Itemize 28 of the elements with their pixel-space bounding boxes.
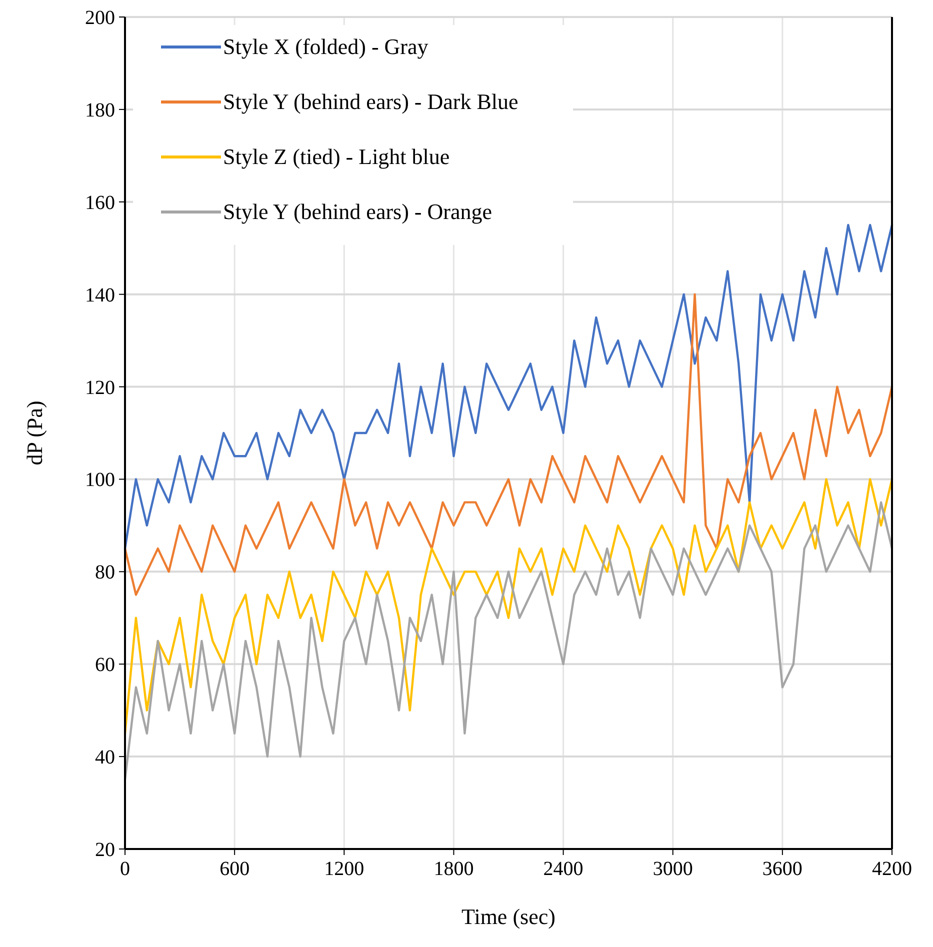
x-tick-label: 1800 (434, 858, 474, 880)
y-tick-label: 100 (85, 469, 115, 492)
x-tick-label: 3600 (762, 858, 802, 880)
x-tick-label: 4200 (872, 858, 912, 880)
x-tick-label: 1200 (324, 858, 364, 880)
x-tick-label: 600 (220, 858, 250, 880)
y-tick-label: 120 (85, 376, 115, 399)
legend-label: Style Y (behind ears) - Orange (223, 199, 492, 224)
y-tick-label: 160 (85, 192, 115, 214)
line-series (124, 478, 894, 735)
line-series (124, 293, 894, 596)
x-tick-label: 2400 (543, 858, 584, 880)
legend-label: Style X (folded) - Gray (223, 34, 428, 59)
line-series (124, 501, 894, 781)
line-series (124, 224, 894, 550)
y-tick-label: 200 (85, 7, 115, 29)
legend-label: Style Y (behind ears) - Dark Blue (223, 89, 518, 114)
y-axis-title: dP (Pa) (22, 400, 47, 466)
x-tick-label: 3000 (652, 858, 693, 880)
y-tick-label: 180 (85, 99, 115, 122)
x-axis-title: Time (sec) (462, 904, 556, 929)
legend-label: Style Z (tied) - Light blue (223, 144, 450, 169)
x-tick-label: 0 (120, 858, 130, 880)
y-tick-label: 40 (95, 746, 115, 769)
y-tick-label: 80 (95, 562, 115, 584)
y-tick-label: 140 (85, 284, 115, 306)
y-tick-label: 20 (95, 839, 115, 861)
y-tick-label: 60 (95, 654, 115, 676)
